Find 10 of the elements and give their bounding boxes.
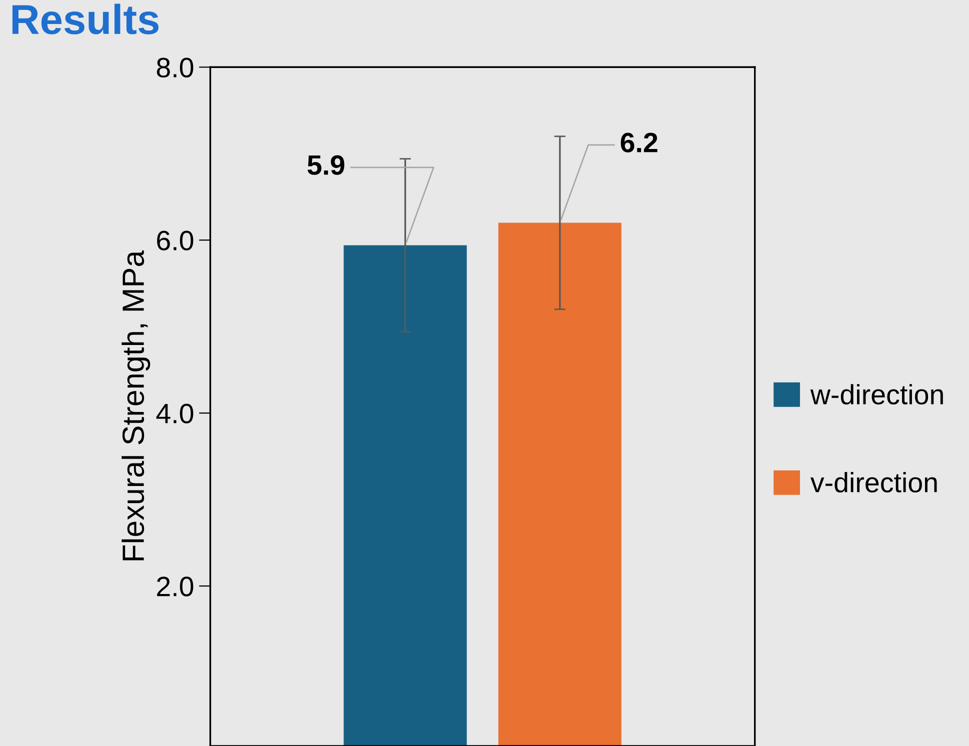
chart-title: Results xyxy=(12,4,158,34)
y-tick-label: 2.0 xyxy=(157,576,194,596)
y-tick-label: 4.0 xyxy=(156,404,194,424)
legend-label: w-direction xyxy=(810,384,943,404)
data-label: 5.9 xyxy=(308,155,344,175)
data-label: 6.2 xyxy=(620,132,658,152)
legend-label: v-direction xyxy=(810,472,937,492)
y-axis-title: Flexural Strength, MPa xyxy=(122,250,150,560)
y-tick-label: 8.0 xyxy=(156,58,194,78)
y-tick-label: 6.0 xyxy=(157,230,194,250)
